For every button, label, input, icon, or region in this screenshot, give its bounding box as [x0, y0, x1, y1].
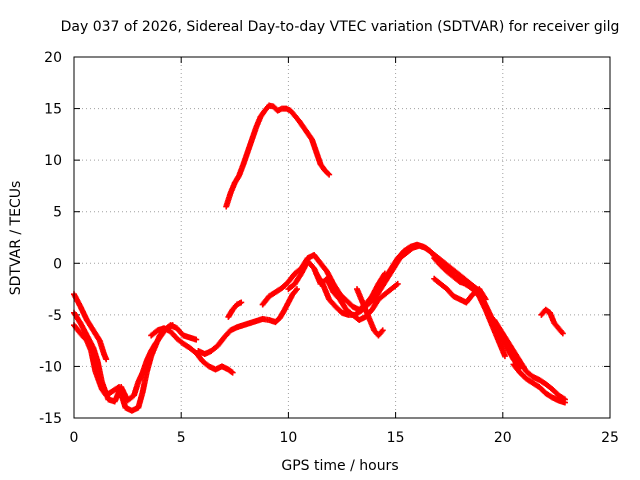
x-tick-label: 25	[601, 430, 619, 446]
data-points	[71, 102, 568, 414]
series-sat-k	[354, 286, 386, 339]
series-sat-n	[431, 275, 489, 306]
y-tick-label: 15	[44, 102, 62, 118]
data-point	[501, 353, 508, 360]
y-tick-label: -15	[39, 411, 62, 427]
series-sat-p	[510, 361, 568, 406]
data-point	[293, 286, 300, 293]
series-sat-g	[223, 102, 333, 210]
data-point	[379, 327, 386, 334]
data-point	[325, 170, 332, 177]
series-sat-a	[71, 291, 110, 363]
data-point	[326, 171, 333, 178]
y-tick-label: 5	[53, 205, 62, 221]
x-axis-label: GPS time / hours	[281, 458, 398, 474]
series-sat-h	[259, 252, 388, 313]
axis-ticks: 0 5 10 15 20 25 20 15 10 5 0 -5 -10 -15	[39, 50, 619, 446]
data-point	[482, 296, 489, 303]
data-point	[394, 280, 401, 287]
series-sat-d	[148, 325, 236, 376]
y-tick-label: 10	[44, 153, 62, 169]
data-point	[561, 399, 568, 406]
data-point	[238, 299, 245, 306]
x-tick-label: 0	[70, 430, 79, 446]
y-axis-label: SDTVAR / TECUs	[8, 181, 24, 296]
series-sat-q	[538, 306, 566, 337]
data-point	[193, 336, 200, 343]
y-tick-label: 20	[44, 50, 62, 66]
series-sat-c	[71, 322, 200, 414]
data-point	[229, 369, 236, 376]
y-tick-label: -10	[39, 359, 62, 375]
series-sat-e	[195, 286, 300, 358]
plot-frame	[73, 56, 611, 419]
data-point	[103, 356, 110, 363]
grid	[74, 57, 610, 418]
series-sat-f	[225, 299, 245, 320]
data-point	[559, 330, 566, 337]
series-sat-m	[431, 255, 508, 360]
y-tick-label: 0	[53, 256, 62, 272]
x-tick-label: 10	[279, 430, 297, 446]
chart-title: Day 037 of 2026, Sidereal Day-to-day VTE…	[61, 19, 620, 35]
x-tick-label: 15	[387, 430, 405, 446]
series-sat-o	[491, 317, 568, 403]
x-tick-label: 5	[177, 430, 186, 446]
y-tick-label: -5	[48, 308, 62, 324]
x-tick-label: 20	[494, 430, 512, 446]
